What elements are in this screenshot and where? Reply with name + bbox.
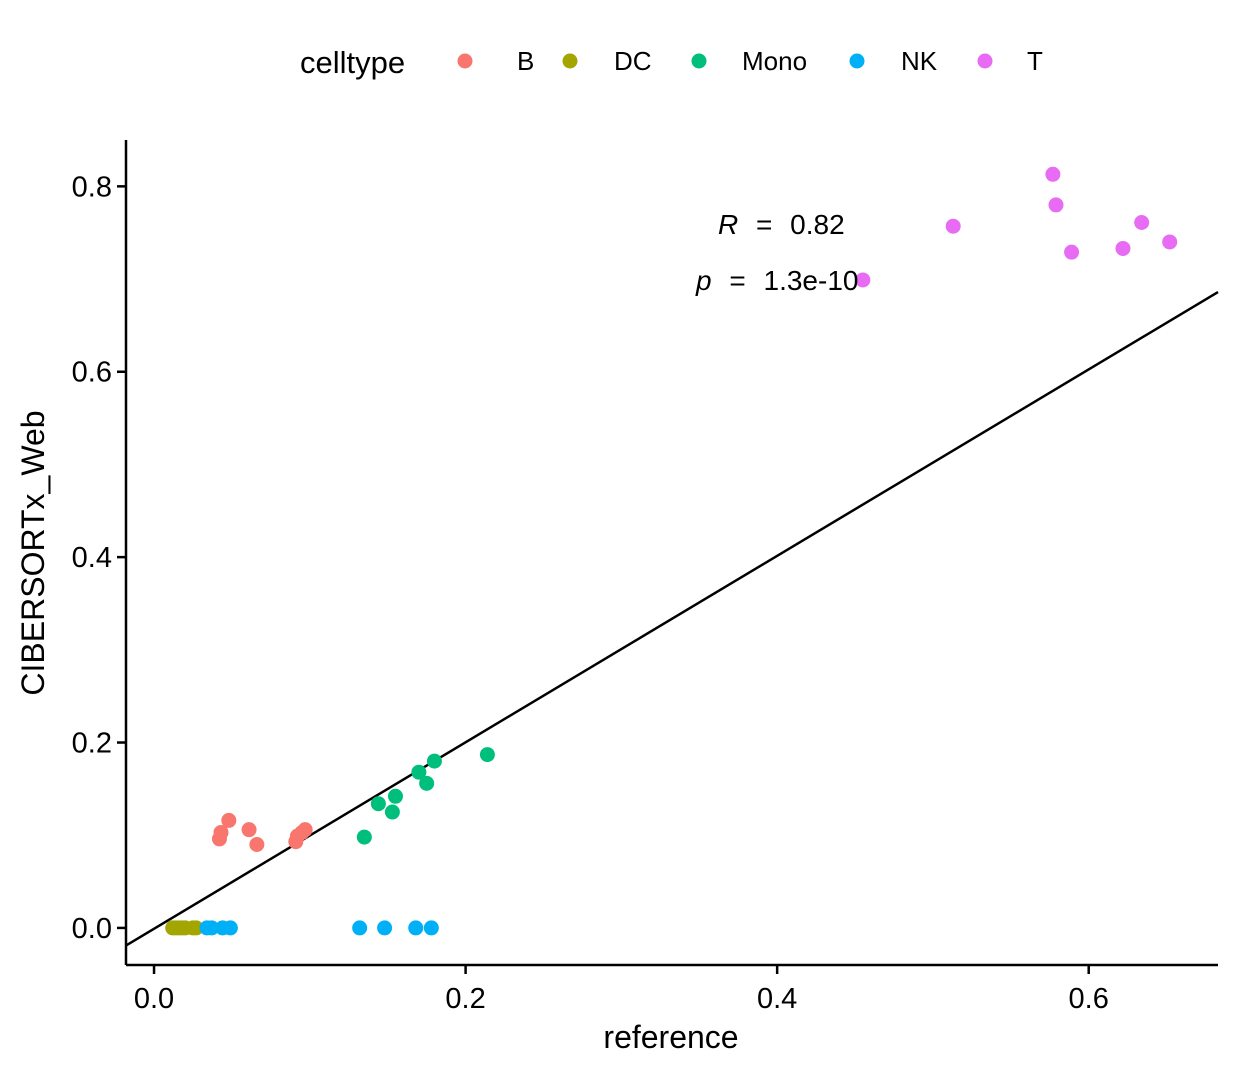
data-point bbox=[387, 788, 403, 804]
p-equals: = bbox=[729, 265, 745, 296]
data-point bbox=[370, 796, 386, 812]
series-nk bbox=[199, 920, 439, 936]
regression-line bbox=[125, 290, 1219, 947]
legend-label: T bbox=[1027, 46, 1043, 76]
y-tick-label: 0.2 bbox=[72, 728, 112, 760]
correlation-annotation: R = 0.82 p = 1.3e-10 bbox=[695, 209, 858, 296]
data-point bbox=[352, 920, 368, 936]
data-point bbox=[1048, 197, 1064, 213]
axes bbox=[124, 140, 1218, 967]
legend-item-t: T bbox=[977, 46, 1043, 76]
data-point bbox=[855, 272, 871, 288]
series-t bbox=[855, 166, 1178, 288]
y-tick-label: 0.6 bbox=[72, 357, 112, 389]
legend-key bbox=[691, 53, 707, 69]
data-point bbox=[213, 824, 229, 840]
legend-key bbox=[849, 53, 865, 69]
data-point bbox=[384, 804, 400, 820]
legend-title: celltype bbox=[300, 45, 405, 80]
data-point bbox=[356, 829, 372, 845]
p-symbol: p bbox=[695, 265, 712, 296]
r-equals: = bbox=[756, 209, 772, 240]
legend-key bbox=[457, 53, 473, 69]
data-point bbox=[221, 812, 237, 828]
data-point bbox=[411, 764, 427, 780]
legend-item-dc: DC bbox=[562, 46, 652, 76]
data-point bbox=[377, 920, 393, 936]
legend-key bbox=[977, 53, 993, 69]
x-ticks: 0.0 0.2 0.4 0.6 bbox=[134, 965, 1109, 1015]
y-tick-label: 0.8 bbox=[72, 171, 112, 203]
legend-key bbox=[562, 53, 578, 69]
y-tick-label: 0.0 bbox=[72, 913, 112, 945]
data-point bbox=[426, 753, 442, 769]
y-axis-title: CIBERSORTx_Web bbox=[15, 410, 51, 695]
series-mono bbox=[356, 747, 495, 845]
data-point bbox=[297, 822, 313, 838]
p-value: 1.3e-10 bbox=[764, 265, 859, 296]
legend-label: B bbox=[517, 46, 534, 76]
data-point bbox=[1115, 240, 1131, 256]
data-point bbox=[1134, 215, 1150, 230]
legend-item-nk: NK bbox=[849, 46, 938, 76]
data-point bbox=[1162, 234, 1178, 250]
legend-label: NK bbox=[901, 46, 938, 76]
r-label: R = 0.82 bbox=[718, 209, 845, 240]
legend: celltype B DC Mono NK T bbox=[300, 45, 1043, 80]
data-point bbox=[1045, 166, 1061, 182]
regression-line-group bbox=[125, 290, 1219, 947]
data-point bbox=[479, 747, 495, 763]
legend-item-mono: Mono bbox=[691, 46, 807, 76]
series-dc bbox=[165, 920, 204, 936]
y-ticks: 0.0 0.2 0.4 0.6 0.8 bbox=[72, 171, 126, 945]
legend-item-b: B bbox=[457, 46, 534, 76]
data-point bbox=[241, 822, 257, 838]
data-point bbox=[408, 920, 424, 936]
data-points bbox=[165, 166, 1178, 936]
x-tick-label: 0.0 bbox=[134, 983, 174, 1015]
data-point bbox=[945, 218, 961, 234]
x-axis-title: reference bbox=[603, 1019, 738, 1055]
r-value: 0.82 bbox=[790, 209, 845, 240]
x-tick-label: 0.4 bbox=[757, 983, 797, 1015]
data-point bbox=[419, 775, 435, 791]
x-tick-label: 0.2 bbox=[445, 983, 485, 1015]
data-point bbox=[188, 920, 204, 936]
data-point bbox=[423, 920, 439, 936]
data-point bbox=[204, 920, 220, 936]
series-b bbox=[211, 812, 313, 852]
y-tick-label: 0.4 bbox=[72, 542, 112, 574]
data-point bbox=[249, 836, 265, 852]
x-tick-label: 0.6 bbox=[1069, 983, 1109, 1015]
data-point bbox=[222, 920, 238, 936]
p-label: p = 1.3e-10 bbox=[695, 265, 858, 296]
data-point bbox=[1064, 244, 1080, 260]
r-symbol: R bbox=[718, 209, 738, 240]
legend-label: DC bbox=[614, 46, 652, 76]
legend-label: Mono bbox=[742, 46, 807, 76]
